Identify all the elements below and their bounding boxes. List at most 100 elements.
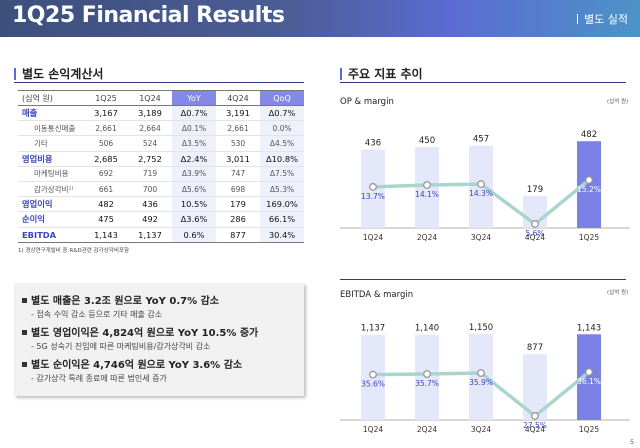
table-row: 순이익 475 492 Δ3.6% 286 66.1%: [18, 211, 304, 228]
table-cell: 2,661: [216, 120, 260, 137]
table-cell: 3,191: [216, 105, 260, 122]
row-label: 이동통신매출: [18, 120, 84, 137]
chart-title-ebitda: EBITDA & margin: [340, 290, 414, 300]
x-tick-label: 3Q24: [471, 233, 491, 242]
margin-value-label: 14.1%: [415, 190, 439, 199]
x-tick-label: 1Q25: [579, 425, 599, 434]
table-cell: Δ0.7%: [172, 105, 216, 122]
table-row: 기타 506 524 Δ3.5% 530 Δ4.5%: [18, 135, 304, 152]
chart-title-op: OP & margin: [340, 97, 394, 107]
ebitda-margin-chart: 1,137 1Q24 1,140 2Q24 1,150 3Q24 877 4Q24 1,143 1…: [340, 323, 630, 434]
table-cell: 436: [128, 196, 172, 213]
column-header: 4Q24: [216, 90, 260, 106]
margin-point: [477, 180, 485, 189]
table-footnote: 1) 경상연구개발비 중 R&D관련 감가상각비포함: [18, 248, 130, 254]
table-cell: 2,664: [128, 120, 172, 137]
bar-value-label: 436: [365, 139, 381, 149]
section-marker: [340, 68, 342, 80]
margin-point: [477, 369, 485, 377]
x-tick-label: 4Q24: [525, 233, 545, 242]
table-row: 이동통신매출 2,661 2,664 Δ0.1% 2,661 0.0%: [18, 120, 304, 137]
highlight-headline: 별도 순이익은 4,746억 원으로 YoY 3.6% 감소: [31, 360, 243, 371]
table-cell: 700: [128, 181, 172, 198]
table-cell: Δ3.6%: [172, 211, 216, 228]
row-label: 영업이익: [18, 196, 84, 213]
bullet-square: [22, 330, 27, 335]
bar-value-label: 1,143: [577, 323, 601, 333]
bar-value-label: 482: [581, 130, 597, 140]
margin-point: [585, 368, 593, 376]
highlight-item: 별도 순이익은 4,746억 원으로 YoY 3.6% 감소 - 감가상각 특례…: [22, 356, 242, 384]
table-cell: 2,685: [84, 151, 128, 167]
column-header: 1Q25: [84, 90, 128, 106]
highlight-headline: 별도 영업이익은 4,824억 원으로 YoY 10.5% 증가: [31, 328, 259, 339]
column-header: QoQ: [260, 90, 304, 106]
table-cell: 877: [216, 227, 260, 243]
x-tick-label: 1Q25: [579, 233, 599, 242]
table-cell: Δ7.5%: [260, 166, 304, 182]
table-cell: Δ4.5%: [260, 135, 304, 152]
margin-point: [531, 412, 539, 420]
table-cell: 0.0%: [260, 120, 304, 137]
header-tag: 별도 실적: [576, 11, 628, 27]
column-header: YoY: [172, 90, 216, 106]
chart-unit-op: (십억 원): [607, 99, 629, 105]
row-label: 순이익: [18, 211, 84, 228]
table-cell: 506: [84, 135, 128, 152]
bar-value-label: 877: [527, 343, 543, 353]
bar-value-label: 450: [419, 136, 435, 146]
page-title: 1Q25 Financial Results: [12, 3, 285, 28]
row-label: 기타: [18, 135, 84, 152]
row-label: 영업비용: [18, 151, 84, 167]
margin-value-label: 35.7%: [415, 379, 439, 388]
section-title-income: 별도 손익계산서: [14, 65, 103, 82]
table-row: 영업이익 482 436 10.5% 179 169.0%: [18, 196, 304, 213]
table-cell: Δ3.5%: [172, 135, 216, 152]
table-cell: Δ0.7%: [260, 105, 304, 122]
margin-value-label: 35.9%: [469, 378, 493, 387]
section-title-income-label: 별도 손익계산서: [22, 67, 104, 81]
table-cell: 1,143: [84, 227, 128, 243]
table-cell: Δ2.4%: [172, 151, 216, 167]
row-label: 매출: [18, 105, 84, 122]
margin-point: [423, 181, 431, 189]
x-tick-label: 2Q24: [417, 233, 437, 242]
table-cell: Δ5.3%: [260, 181, 304, 198]
margin-value-label: 14.3%: [469, 189, 493, 198]
row-label: 감가상각비¹⁾: [18, 181, 84, 198]
highlights-box: 별도 매출은 3.2조 원으로 YoY 0.7% 감소 - 접속 수익 감소 등…: [14, 283, 304, 396]
table-cell: 3,189: [128, 105, 172, 122]
section-marker: [14, 68, 16, 80]
table-cell: 0.6%: [172, 227, 216, 243]
tag-divider: [576, 14, 579, 24]
highlight-detail: - 감가상각 특례 종료에 따른 법인세 증가: [31, 374, 167, 383]
header-tag-label: 별도 실적: [584, 13, 628, 26]
table-cell: 698: [216, 181, 260, 198]
table-cell: 524: [128, 135, 172, 152]
row-label: EBITDA: [18, 227, 84, 243]
op-margin-chart: 436 1Q24 450 2Q24 457 3Q24 179 4Q24 482 1Q25 13.7%…: [340, 130, 630, 242]
section-title-kpi: 주요 지표 추이: [340, 65, 423, 82]
margin-point: [531, 220, 539, 228]
margin-value-label: 13.7%: [361, 192, 385, 201]
table-row: 감가상각비¹⁾ 661 700 Δ5.6% 698 Δ5.3%: [18, 181, 304, 198]
table-cell: 10.5%: [172, 196, 216, 213]
table-cell: 492: [128, 211, 172, 228]
x-tick-label: 1Q24: [363, 425, 383, 434]
table-cell: 286: [216, 211, 260, 228]
table-cell: 661: [84, 181, 128, 198]
table-cell: Δ0.1%: [172, 120, 216, 137]
bullet-square: [22, 362, 27, 367]
table-cell: 169.0%: [260, 196, 304, 213]
section-title-kpi-label: 주요 지표 추이: [348, 67, 423, 81]
highlight-item: 별도 영업이익은 4,824억 원으로 YoY 10.5% 증가 - 5G 성숙…: [22, 324, 258, 352]
section-underline: [340, 82, 626, 83]
x-tick-label: 1Q24: [363, 233, 383, 242]
bar-value-label: 179: [527, 185, 543, 195]
table-cell: 1,137: [128, 227, 172, 243]
page-number: 5: [630, 439, 634, 446]
chart-divider: [340, 279, 626, 280]
table-cell: 179: [216, 196, 260, 213]
table-cell: 475: [84, 211, 128, 228]
